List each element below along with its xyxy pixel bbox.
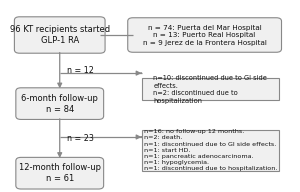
FancyBboxPatch shape [142, 78, 279, 100]
Text: n=16: no follow-up 12 months.
n=2: death.
n=1: discontinued due to GI side effec: n=16: no follow-up 12 months. n=2: death… [144, 129, 277, 171]
Text: 96 KT recipients started
GLP-1 RA: 96 KT recipients started GLP-1 RA [10, 25, 110, 45]
FancyBboxPatch shape [128, 18, 281, 52]
FancyBboxPatch shape [16, 157, 104, 189]
Text: n = 12: n = 12 [68, 66, 94, 75]
Text: 6-month follow-up
n = 84: 6-month follow-up n = 84 [21, 94, 98, 114]
FancyBboxPatch shape [16, 88, 104, 119]
FancyBboxPatch shape [142, 130, 279, 171]
Text: n = 74: Puerta del Mar Hospital
n = 13: Puerto Real Hospital
n = 9 Jerez de la F: n = 74: Puerta del Mar Hospital n = 13: … [143, 25, 267, 46]
Text: n=10: discontinued due to GI side
effects.
n=2: discontinued due to
hospitalizat: n=10: discontinued due to GI side effect… [153, 75, 267, 103]
Text: n = 23: n = 23 [68, 134, 94, 143]
FancyBboxPatch shape [14, 17, 105, 53]
Text: 12-month follow-up
n = 61: 12-month follow-up n = 61 [19, 163, 101, 183]
